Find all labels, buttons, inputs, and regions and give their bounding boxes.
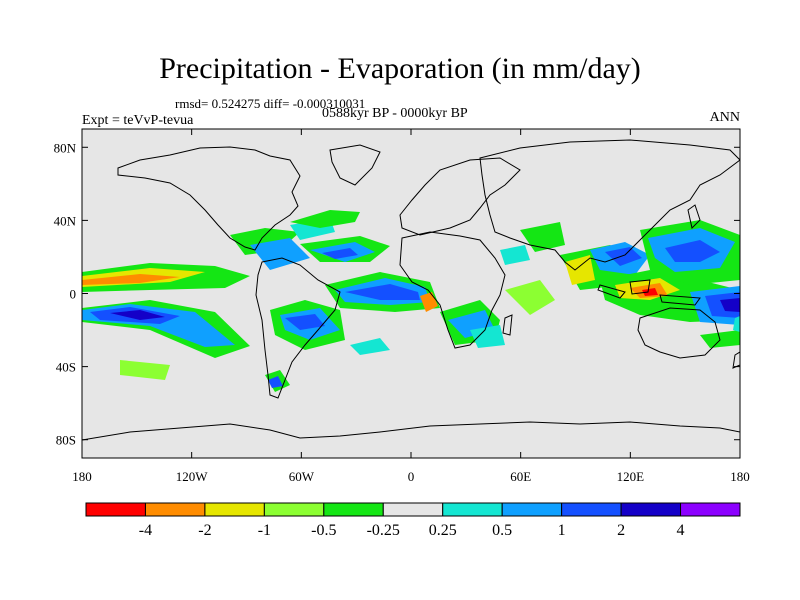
coastline bbox=[629, 279, 651, 295]
coastline bbox=[399, 231, 506, 349]
anomaly-patch bbox=[250, 238, 310, 270]
anomaly-patch bbox=[605, 247, 642, 266]
anomaly-patch bbox=[268, 376, 283, 388]
anomaly-patch bbox=[733, 316, 740, 332]
lon-tick-label: 0 bbox=[408, 469, 415, 484]
coastline bbox=[82, 421, 740, 441]
anomaly-patch bbox=[565, 255, 595, 285]
colorbar-label: 1 bbox=[558, 522, 566, 539]
lon-tick-label: 120E bbox=[617, 469, 645, 484]
latitude-axis: 80N 40N 0 40S 80S bbox=[54, 140, 740, 448]
colorbar-label: 0.25 bbox=[429, 522, 457, 539]
colorbar-label: -0.5 bbox=[311, 522, 336, 539]
period-label: 0588kyr BP - 0000kyr BP bbox=[322, 106, 468, 121]
lon-tick-label: 180 bbox=[730, 469, 750, 484]
colorbar-label: 2 bbox=[617, 522, 625, 539]
colorbar-swatch bbox=[204, 502, 265, 517]
anomaly-patch bbox=[665, 240, 720, 262]
anomaly-patch bbox=[720, 298, 740, 312]
lon-tick-label: 60W bbox=[289, 469, 315, 484]
anomaly-patch bbox=[285, 314, 325, 330]
coastline bbox=[399, 157, 521, 236]
season-label: ANN bbox=[709, 110, 740, 125]
coastline bbox=[117, 146, 301, 251]
anomaly-patch bbox=[520, 222, 565, 252]
anomaly-patch bbox=[110, 310, 165, 320]
coastline bbox=[659, 294, 701, 306]
coastlines bbox=[82, 139, 740, 441]
coastline bbox=[329, 144, 381, 186]
colorbar-label: -0.25 bbox=[367, 522, 400, 539]
coastline bbox=[687, 204, 701, 229]
colorbar-label: -2 bbox=[198, 522, 211, 539]
colorbar-swatch bbox=[144, 502, 206, 517]
colorbar-label: 0.5 bbox=[492, 522, 512, 539]
colorbar-swatch bbox=[561, 502, 622, 517]
anomaly-patch bbox=[505, 280, 555, 315]
coastline bbox=[597, 284, 626, 299]
anomaly-patch bbox=[82, 274, 180, 285]
anomaly-patch bbox=[500, 245, 530, 265]
colorbar-swatch bbox=[501, 502, 563, 517]
lat-tick-label: 80S bbox=[56, 433, 76, 448]
colorbar: -4 -2 -1 -0.5 -0.25 0.25 0.5 1 2 4 bbox=[85, 502, 741, 539]
lon-tick-label: 180 bbox=[72, 469, 92, 484]
lat-tick-label: 40N bbox=[54, 213, 77, 228]
colorbar-swatch bbox=[263, 502, 325, 517]
anomaly-patch bbox=[120, 360, 170, 380]
lat-tick-label: 80N bbox=[54, 140, 77, 155]
lat-tick-label: 40S bbox=[56, 360, 76, 375]
plot-title: Precipitation - Evaporation (in mm/day) bbox=[159, 52, 641, 85]
coastline bbox=[255, 257, 341, 399]
anomaly-patch bbox=[642, 288, 658, 296]
colorbar-swatch bbox=[680, 502, 741, 517]
experiment-label: Expt = teVvP-tevua bbox=[82, 113, 194, 128]
lat-tick-label: 0 bbox=[70, 287, 77, 302]
anomaly-patch bbox=[322, 248, 358, 259]
lon-tick-label: 120W bbox=[176, 469, 209, 484]
colorbar-swatch bbox=[442, 502, 503, 517]
coastline bbox=[637, 307, 721, 359]
anomaly-patch bbox=[470, 325, 505, 348]
colorbar-label: -1 bbox=[258, 522, 271, 539]
colorbar-swatch bbox=[323, 502, 384, 517]
coastline bbox=[502, 314, 513, 336]
anomaly-patch bbox=[345, 284, 420, 300]
colorbar-label: -4 bbox=[139, 522, 152, 539]
colorbar-swatch bbox=[85, 502, 146, 517]
lon-tick-label: 60E bbox=[510, 469, 531, 484]
coastline bbox=[732, 351, 740, 369]
longitude-axis: 180 120W 60W 0 60E 120E 180 bbox=[72, 129, 750, 484]
colorbar-swatch bbox=[382, 502, 444, 517]
coastline bbox=[479, 139, 740, 271]
colorbar-label: 4 bbox=[677, 522, 685, 539]
colorbar-swatch bbox=[620, 502, 682, 517]
stats-label: rmsd= 0.524275 diff= -0.000310031 bbox=[175, 96, 366, 111]
anomaly-patch bbox=[350, 338, 390, 355]
anomaly-patch bbox=[290, 210, 360, 228]
